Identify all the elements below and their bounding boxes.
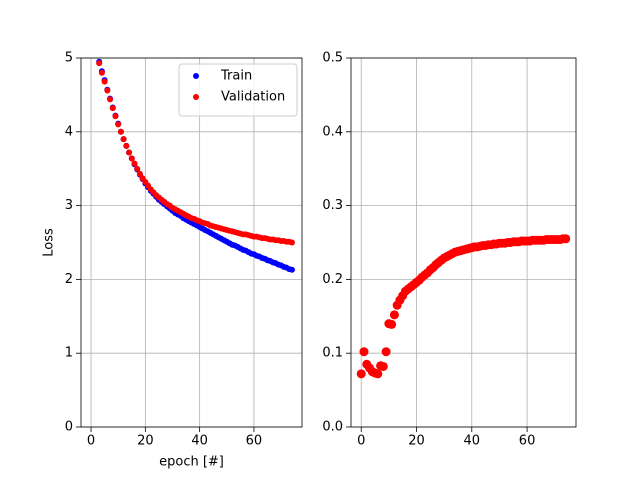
x-tick-label: 0 [357, 434, 365, 449]
data-point [128, 155, 135, 162]
data-point [112, 113, 119, 120]
y-tick-label: 0.1 [322, 346, 343, 361]
legend-marker [193, 73, 199, 79]
data-point [109, 105, 116, 112]
legend-label: Train [220, 69, 252, 84]
data-point [288, 266, 295, 273]
x-tick-label: 0 [87, 434, 95, 449]
y-axis-label: Loss [42, 228, 57, 257]
legend-box [178, 63, 298, 117]
x-tick-label: 40 [464, 434, 481, 449]
data-point [387, 319, 397, 329]
data-point [123, 142, 130, 149]
data-point [389, 310, 399, 320]
y-tick-label: 4 [65, 124, 73, 139]
plot-area [356, 234, 571, 379]
x-axis-label: epoch [#] [159, 455, 224, 470]
data-point [381, 347, 391, 357]
plot-area [96, 58, 295, 273]
data-point [378, 361, 388, 371]
y-tick-label: 0.4 [322, 124, 343, 139]
x-tick-label: 60 [519, 434, 536, 449]
legend-label: Validation [221, 90, 285, 105]
y-tick-label: 0.3 [322, 198, 343, 213]
y-tick-label: 5 [65, 51, 73, 66]
y-tick-label: 3 [65, 198, 73, 213]
data-point [356, 369, 366, 379]
data-point [561, 234, 571, 244]
y-tick-label: 0 [65, 420, 73, 435]
data-point [136, 170, 143, 177]
data-point [120, 136, 127, 143]
data-point [107, 96, 114, 103]
x-tick-label: 40 [191, 434, 208, 449]
data-point [98, 69, 105, 76]
y-tick-label: 1 [65, 346, 73, 361]
data-point [101, 78, 108, 85]
data-point [359, 347, 369, 357]
data-point [96, 60, 103, 67]
axes-frame [350, 57, 577, 428]
data-point [373, 369, 383, 379]
x-tick-label: 60 [246, 434, 263, 449]
data-point [288, 239, 295, 246]
x-tick-label: 20 [137, 434, 154, 449]
y-tick-label: 0.5 [322, 51, 343, 66]
data-point [131, 160, 138, 167]
y-tick-label: 2 [65, 272, 73, 287]
data-point [115, 121, 122, 128]
x-tick-label: 20 [408, 434, 425, 449]
data-point [117, 128, 124, 135]
data-point [134, 165, 141, 172]
legend-marker [193, 94, 199, 100]
y-tick-label: 0.2 [322, 272, 343, 287]
data-point [126, 149, 133, 156]
axes-frame [80, 57, 303, 428]
data-point [104, 87, 111, 94]
y-tick-label: 0.0 [322, 420, 343, 435]
